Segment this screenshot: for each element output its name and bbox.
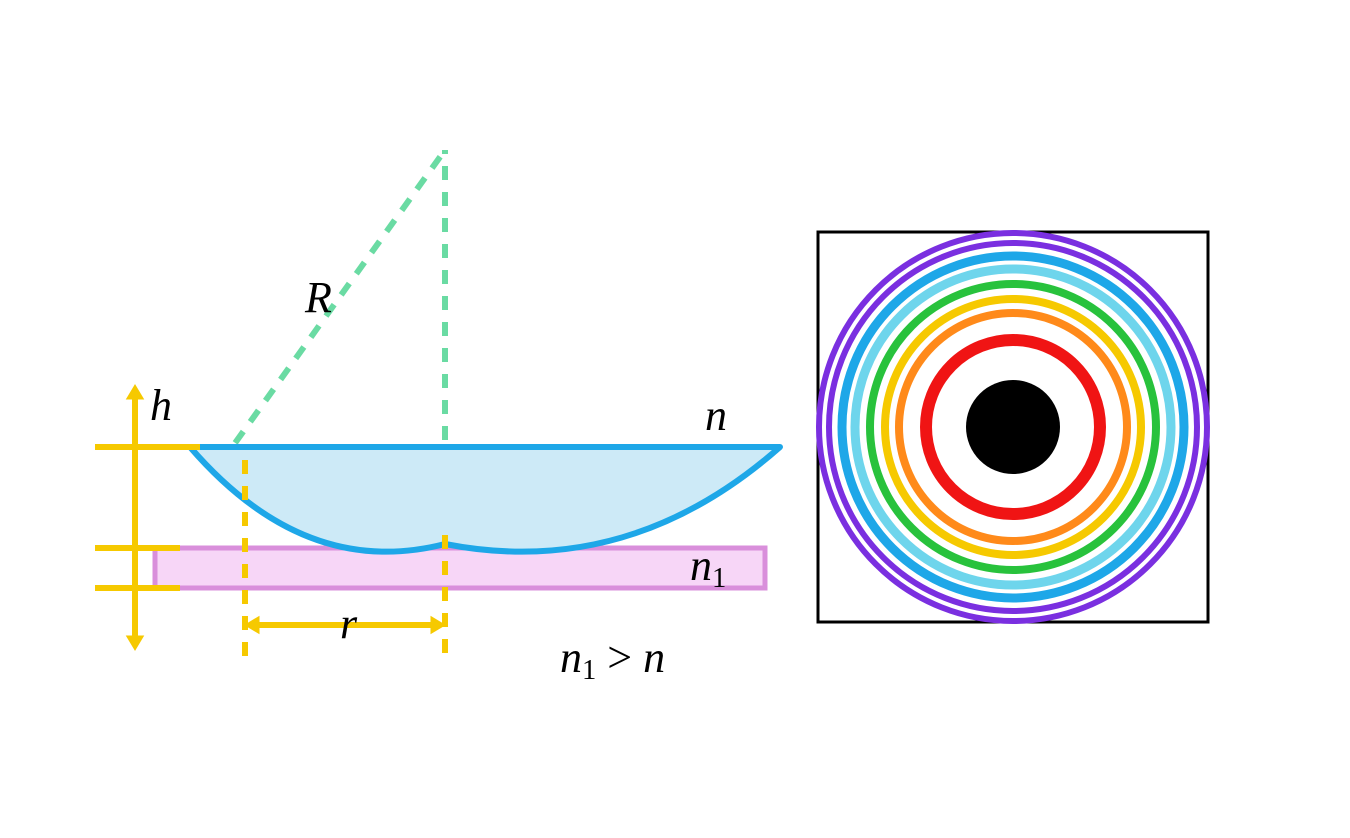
label-r: r: [340, 599, 358, 648]
plano-convex-lens: [190, 447, 780, 552]
center-dark-spot: [966, 380, 1060, 474]
radius-line-left: [220, 150, 445, 464]
label-R: R: [304, 273, 332, 322]
label-h: h: [150, 381, 172, 430]
label-n: n: [705, 391, 727, 440]
label-condition: n1 > n: [560, 633, 665, 686]
